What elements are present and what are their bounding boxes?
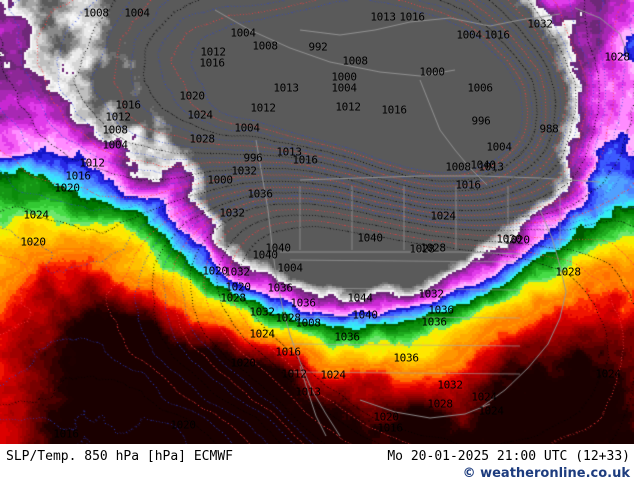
valid-time-label: Mo 20-01-2025 21:00 UTC (12+33): [387, 449, 630, 464]
product-title: SLP/Temp. 850 hPa [hPa] ECMWF: [6, 449, 233, 464]
weather-map-panel[interactable]: 1008 1004 1004 1008 992 1012 1016 1020 1024 1028 1…: [0, 0, 634, 444]
footer-bar: SLP/Temp. 850 hPa [hPa] ECMWF Mo 20-01-2…: [0, 444, 634, 490]
copyright-credit: © weatheronline.co.uk: [462, 466, 630, 481]
slp-temp-850hpa-map-canvas[interactable]: [0, 0, 634, 444]
